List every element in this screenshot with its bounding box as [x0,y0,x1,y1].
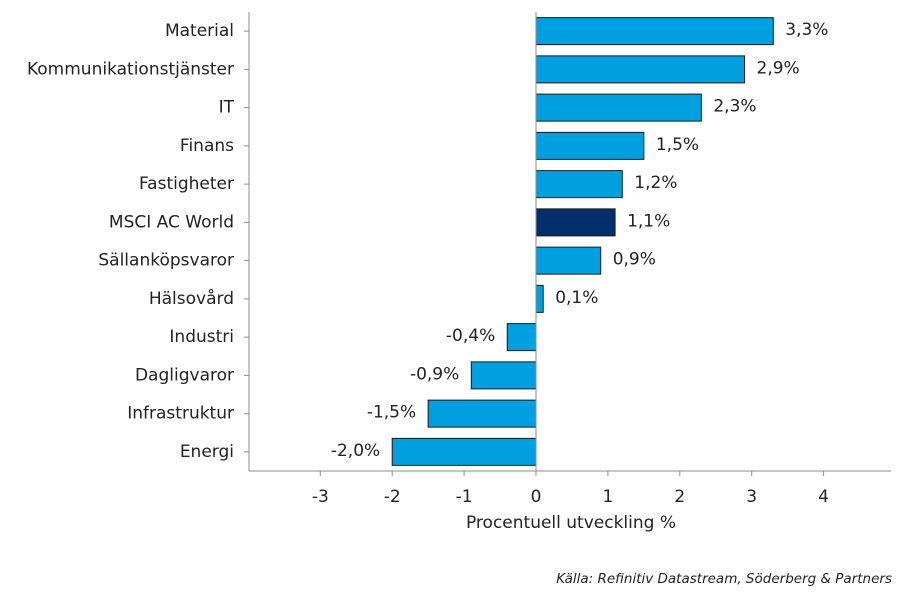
value-label-it: 2,3% [713,97,756,117]
category-label-dagligvaror: Dagligvaror [135,365,234,385]
value-label-industri: -0,4% [446,326,495,346]
x-tick-label: 3 [746,487,757,507]
value-label-halsovard: 0,1% [555,288,598,308]
bar-sallankopsvaror [535,246,602,275]
value-label-material: 3,3% [785,20,828,40]
x-tick-label: 4 [818,487,829,507]
value-label-energi: -2,0% [331,441,380,461]
value-label-fastigheter: 1,2% [634,173,677,193]
bar-energi [391,437,537,466]
value-label-msci-ac-world: 1,1% [627,211,670,231]
category-label-material: Material [165,21,234,41]
value-label-finans: 1,5% [656,135,699,155]
bar-finans [535,131,645,160]
category-label-finans: Finans [180,136,234,156]
bar-it [535,93,702,122]
category-label-it: IT [219,98,235,118]
category-label-msci-ac-world: MSCI AC World [109,212,234,232]
category-label-halsovard: Hälsovård [149,288,234,309]
x-tick-label: 2 [674,487,685,507]
category-label-energi: Energi [180,442,234,462]
source-note: Källa: Refinitiv Datastream, Söderberg &… [556,571,892,587]
bar-material [535,17,774,46]
bar-halsovard [535,284,544,313]
x-tick-label: -1 [456,487,473,507]
category-label-infrastruktur: Infrastruktur [127,404,234,424]
bar-msci-ac-world [535,208,616,237]
bar-chart: Material 3,3% Kommunikationstjänster 2,9% IT… [27,12,891,533]
bar-kommunikationstjanster [535,55,746,84]
x-tick-label: -3 [312,487,329,507]
value-label-kommunikationstjanster: 2,9% [757,58,800,78]
bar-dagligvaror [470,361,537,390]
axes-group: Material 3,3% Kommunikationstjänster 2,9% IT… [27,12,891,507]
category-label-fastigheter: Fastigheter [139,174,234,194]
x-axis-title: Procentuell utveckling % [466,513,676,533]
bar-infrastruktur [427,399,537,428]
value-label-sallankopsvaror: 0,9% [613,250,656,270]
bars-group [391,17,774,466]
category-label-industri: Industri [169,327,234,347]
x-tick-label: 0 [531,487,542,507]
category-label-kommunikationstjanster: Kommunikationstjänster [27,59,234,79]
x-tick-label: 1 [602,487,613,507]
bar-fastigheter [535,170,623,199]
value-label-dagligvaror: -0,9% [410,364,459,384]
x-tick-label: -2 [384,487,401,507]
value-label-infrastruktur: -1,5% [367,403,416,423]
category-label-sallankopsvaror: Sällanköpsvaror [98,251,234,271]
bar-industri [506,323,537,352]
